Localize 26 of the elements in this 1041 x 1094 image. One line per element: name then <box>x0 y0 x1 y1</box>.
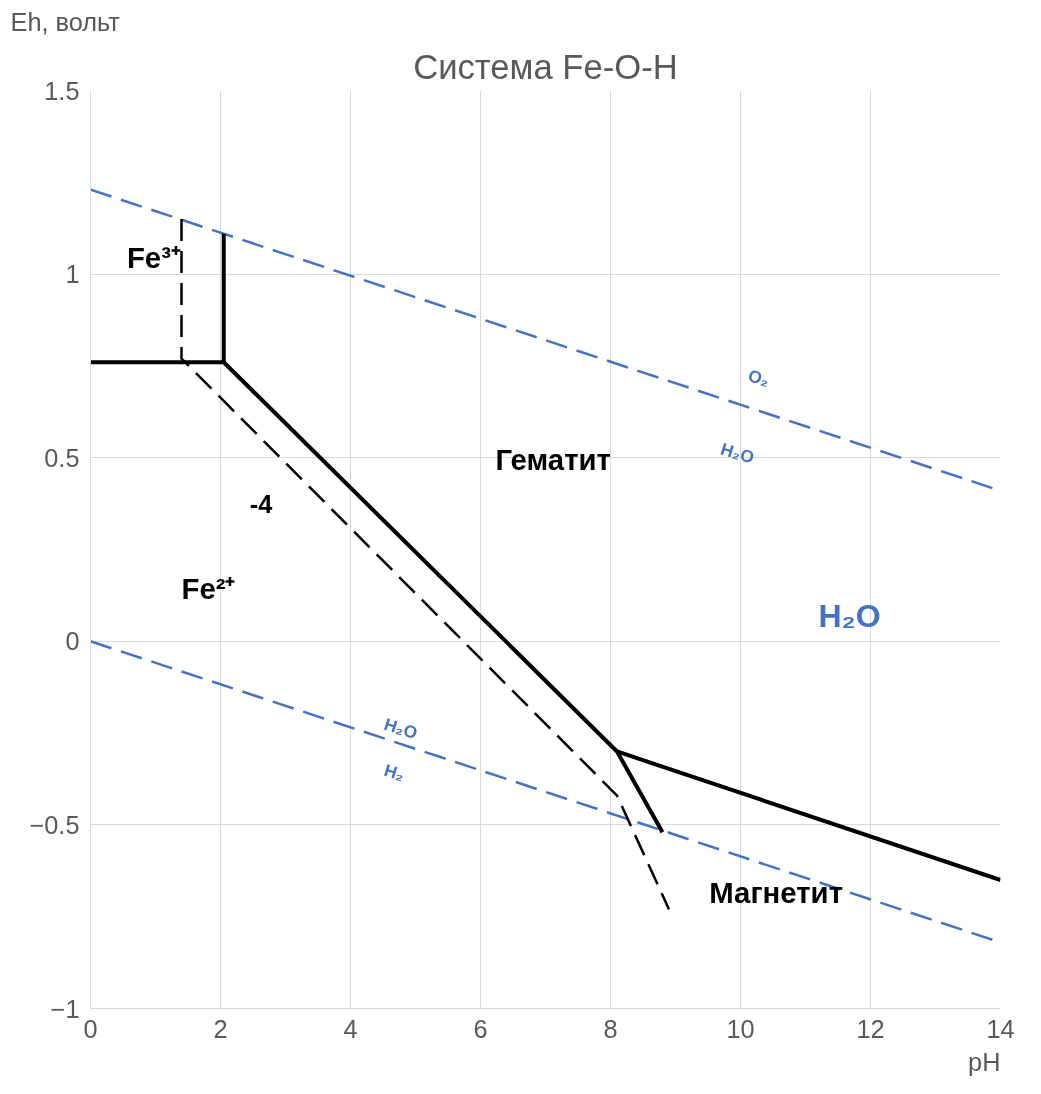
x-tick-label: 4 <box>343 1014 358 1043</box>
annotation: Магнетит <box>709 876 844 910</box>
y-tick-label: 0 <box>65 627 80 656</box>
annotation: H₂O <box>381 713 420 744</box>
annotation: H₂O <box>718 438 757 468</box>
x-tick-label: 12 <box>856 1014 885 1043</box>
y-axis-title: Eh, вольт <box>10 7 121 36</box>
annotation: H₂O <box>818 597 881 634</box>
annotation: H₂ <box>381 759 407 785</box>
x-axis-title: pH <box>968 1047 1001 1076</box>
chart-title: Система Fe-O-H <box>413 47 678 86</box>
y-tick-label: 1 <box>65 260 80 289</box>
y-tick-label: −0.5 <box>29 810 80 839</box>
y-tick-label: 0.5 <box>44 443 80 472</box>
annotation: -4 <box>249 489 273 518</box>
annotation: O₂ <box>745 365 772 391</box>
x-tick-label: 0 <box>83 1014 98 1043</box>
x-tick-label: 2 <box>213 1014 228 1043</box>
x-tick-label: 10 <box>726 1014 755 1043</box>
x-tick-label: 14 <box>986 1014 1015 1043</box>
annotation: Гематит <box>495 443 611 477</box>
annotation: Fe²⁺ <box>181 571 236 605</box>
x-tick-label: 6 <box>473 1014 488 1043</box>
y-tick-label: −1 <box>50 994 80 1023</box>
x-tick-label: 8 <box>603 1014 618 1043</box>
y-tick-label: 1.5 <box>44 76 80 105</box>
